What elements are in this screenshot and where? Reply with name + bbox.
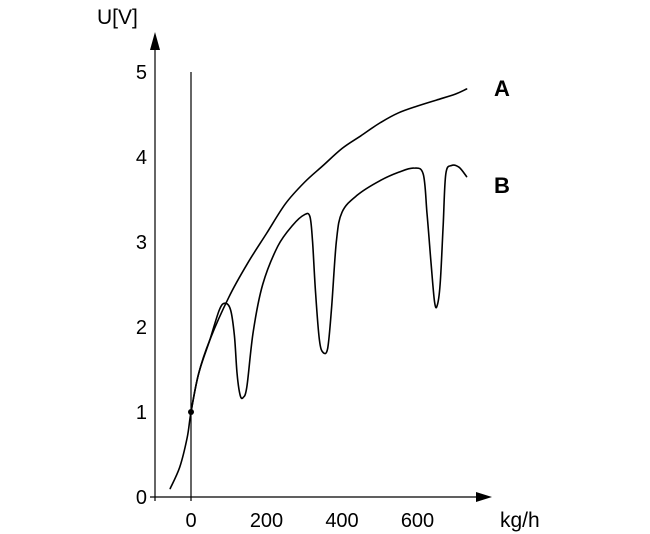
series-label-b: B (494, 173, 510, 198)
y-tick-label: 2 (136, 317, 147, 339)
series-layer (169, 88, 468, 490)
y-tick-label: 0 (136, 487, 147, 509)
x-tick-label: 600 (401, 510, 434, 532)
marked-point (188, 409, 194, 415)
series-labels: AB (494, 76, 510, 198)
y-tick-label: 4 (136, 147, 147, 169)
series-label-a: A (494, 76, 510, 101)
series-line-b (190, 164, 468, 413)
x-tick-label: 200 (250, 510, 283, 532)
series-line-a (169, 88, 468, 490)
tick-labels: 0 1 2 3 4 5 0 200 400 600 (136, 62, 434, 532)
x-axis-arrowhead (476, 492, 492, 502)
x-tick-label: 0 (185, 510, 196, 532)
x-tick-label: 400 (325, 510, 358, 532)
y-axis-title: U[V] (97, 6, 138, 29)
y-tick-label: 1 (136, 402, 147, 424)
x-axis-title: kg/h (500, 509, 540, 532)
y-tick-label: 5 (136, 62, 147, 84)
y-tick-label: 3 (136, 232, 147, 254)
y-axis-arrowhead (150, 32, 160, 50)
